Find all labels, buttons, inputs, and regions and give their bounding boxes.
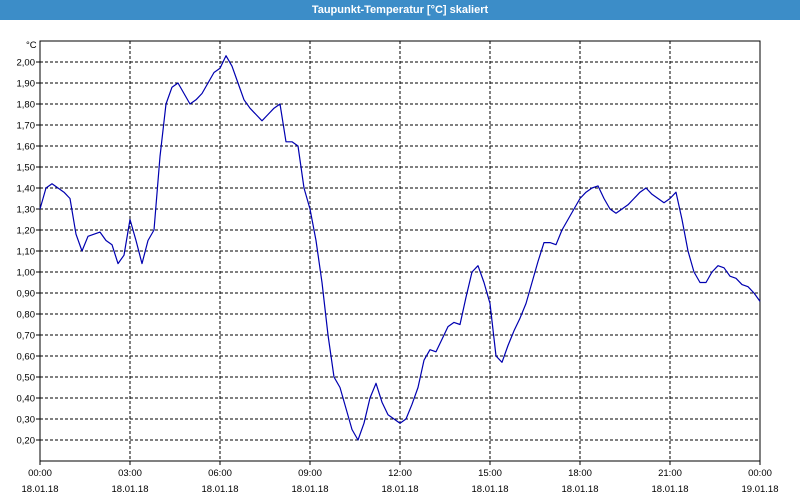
x-tick-time-label: 18:00 [568,468,592,479]
y-tick-label: 1,80 [17,100,36,111]
grid-layer [40,41,760,461]
y-tick-label: 0,20 [17,436,36,447]
y-tick-label: 0,60 [17,352,36,363]
x-tick-time-label: 09:00 [298,468,322,479]
y-tick-label: 1,10 [17,247,36,258]
y-axis-unit-label: °C [26,40,37,51]
y-tick-label: 2,00 [17,58,36,69]
y-tick-label: 0,40 [17,394,36,405]
x-tick-date-label: 19.01.18 [742,484,779,495]
y-tick-label: 1,90 [17,79,36,90]
series-line [39,55,761,441]
y-tick-label: 1,50 [17,163,36,174]
window-title: Taupunkt-Temperatur [°C] skaliert [0,0,800,20]
x-tick-date-label: 18.01.18 [562,484,599,495]
y-tick-label: 0,90 [17,289,36,300]
y-tick-label: 0,80 [17,310,36,321]
x-tick-date-label: 18.01.18 [472,484,509,495]
y-tick-label: 0,30 [17,415,36,426]
y-tick-label: 1,30 [17,205,36,216]
x-tick-time-label: 00:00 [28,468,52,479]
y-tick-label: 1,40 [17,184,36,195]
y-tick-label: 0,70 [17,331,36,342]
series-layer [39,55,761,441]
tick-label-layer: 0,20 0,30 0,40 0,50 0,60 0,70 0,80 0,90 1,00 1,10… [17,58,779,496]
y-tick-label: 1,60 [17,142,36,153]
x-tick-date-label: 18.01.18 [652,484,689,495]
x-tick-time-label: 00:00 [748,468,772,479]
x-tick-time-label: 06:00 [208,468,232,479]
chart: °C 0,20 0,30 0,40 0,50 0,60 0,70 0,80 0,90 1,00 1… [17,40,779,496]
y-tick-label: 1,70 [17,121,36,132]
plot-frame [39,40,761,462]
x-tick-date-label: 18.01.18 [292,484,329,495]
x-tick-date-label: 18.01.18 [112,484,149,495]
x-tick-date-label: 18.01.18 [202,484,239,495]
axis-layer [36,40,761,465]
y-tick-label: 1,20 [17,226,36,237]
x-tick-date-label: 18.01.18 [22,484,59,495]
y-tick-label: 0,50 [17,373,36,384]
x-tick-time-label: 12:00 [388,468,412,479]
x-tick-time-label: 03:00 [118,468,142,479]
x-tick-time-label: 21:00 [658,468,682,479]
y-tick-label: 1,00 [17,268,36,279]
x-tick-date-label: 18.01.18 [382,484,419,495]
x-tick-time-label: 15:00 [478,468,502,479]
